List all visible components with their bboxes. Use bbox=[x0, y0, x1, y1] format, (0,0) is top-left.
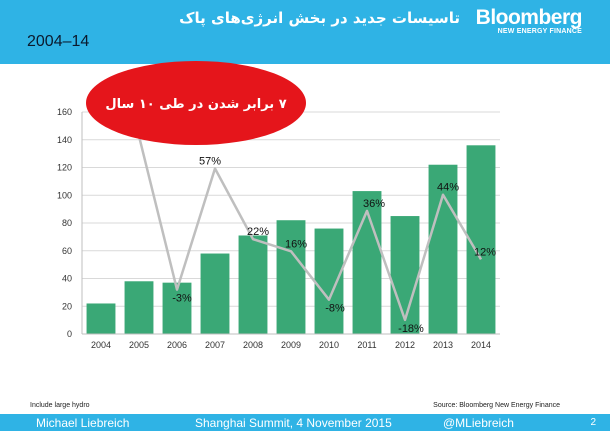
y-tick-label: 20 bbox=[62, 301, 72, 311]
growth-label: 16% bbox=[285, 238, 307, 250]
x-tick-label: 2007 bbox=[205, 340, 225, 350]
growth-label: 36% bbox=[363, 198, 385, 210]
callout-ellipse bbox=[86, 61, 306, 145]
growth-label: -8% bbox=[325, 303, 345, 315]
bar bbox=[390, 216, 420, 334]
footer-author: Michael Liebreich bbox=[36, 416, 130, 430]
y-tick-label: 80 bbox=[62, 218, 72, 228]
growth-labels: -3% 57% 22% 16% -8% 36% -18% 44% 12% bbox=[172, 156, 496, 335]
axes: 0 20 40 60 80 100 120 140 160 2004 2005 2006 2007 200… bbox=[57, 107, 500, 350]
bloomberg-logo-subtitle: NEW ENERGY FINANCE bbox=[497, 28, 582, 35]
y-tick-label: 100 bbox=[57, 190, 72, 200]
x-tick-label: 2008 bbox=[243, 340, 263, 350]
y-tick-label: 140 bbox=[57, 135, 72, 145]
x-tick-label: 2013 bbox=[433, 340, 453, 350]
growth-label: 44% bbox=[437, 182, 459, 194]
y-tick-label: 120 bbox=[57, 163, 72, 173]
slide-subtitle: 2004–14 bbox=[27, 33, 90, 50]
x-tick-label: 2009 bbox=[281, 340, 301, 350]
footnote-hydro: Include large hydro bbox=[30, 402, 90, 409]
bar bbox=[86, 303, 116, 334]
bar bbox=[314, 228, 344, 334]
bar-series bbox=[86, 145, 496, 334]
footer-event: Shanghai Summit, 4 November 2015 bbox=[195, 416, 392, 430]
bar bbox=[276, 220, 306, 334]
footer-handle: @MLiebreich bbox=[443, 416, 514, 430]
x-tick-label: 2006 bbox=[167, 340, 187, 350]
growth-label: 22% bbox=[247, 226, 269, 238]
y-tick-label: 160 bbox=[57, 107, 72, 117]
growth-label: -3% bbox=[172, 293, 192, 305]
bloomberg-logo: Bloomberg bbox=[475, 6, 583, 29]
y-tick-label: 0 bbox=[67, 329, 72, 339]
x-tick-label: 2005 bbox=[129, 340, 149, 350]
growth-line bbox=[137, 135, 483, 322]
bar bbox=[352, 191, 382, 334]
callout: ۷ برابر شدن در طی ۱۰ سال bbox=[86, 61, 306, 145]
y-tick-label: 40 bbox=[62, 274, 72, 284]
header-bar: تاسیسات جدید در بخش انرژی‌های پاک 2004–1… bbox=[0, 0, 610, 64]
bar bbox=[428, 164, 458, 334]
x-tick-label: 2014 bbox=[471, 340, 491, 350]
x-tick-label: 2012 bbox=[395, 340, 415, 350]
footer-bar: Michael Liebreich Shanghai Summit, 4 Nov… bbox=[0, 414, 610, 431]
y-tick-label: 60 bbox=[62, 246, 72, 256]
growth-label: 57% bbox=[199, 156, 221, 168]
callout-text: ۷ برابر شدن در طی ۱۰ سال bbox=[105, 97, 286, 112]
growth-label: 12% bbox=[474, 246, 496, 258]
x-tick-label: 2011 bbox=[357, 340, 376, 350]
page-number: 2 bbox=[590, 417, 596, 428]
growth-label: -18% bbox=[398, 323, 424, 335]
growth-line-series bbox=[137, 135, 483, 322]
x-tick-label: 2004 bbox=[91, 340, 111, 350]
bar bbox=[124, 281, 154, 334]
bar bbox=[200, 253, 230, 334]
bar bbox=[466, 145, 496, 334]
source-note: Source: Bloomberg New Energy Finance bbox=[433, 402, 560, 409]
bar bbox=[162, 282, 192, 334]
slide-title: تاسیسات جدید در بخش انرژی‌های پاک bbox=[179, 9, 460, 27]
x-tick-label: 2010 bbox=[319, 340, 339, 350]
bar bbox=[238, 235, 268, 334]
